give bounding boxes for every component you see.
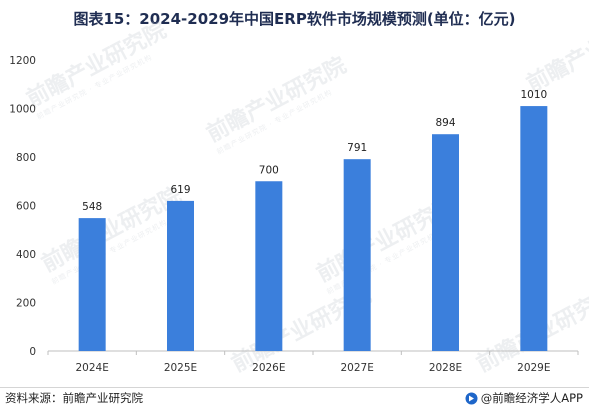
x-tick-label: 2027E: [340, 362, 373, 374]
x-tick-label: 2029E: [517, 362, 550, 374]
brand-text: @前瞻经济学人APP: [480, 391, 583, 405]
data-label: 1010: [520, 89, 547, 101]
x-tick-label: 2025E: [164, 362, 197, 374]
data-label: 619: [170, 184, 190, 196]
x-tick-label: 2024E: [75, 362, 108, 374]
data-label: 791: [347, 142, 367, 154]
y-tick-label: 400: [16, 249, 36, 261]
bar-chart: 0 200 400 600 800 1000 1200 548 2024E 619 2025E 700…: [9, 55, 579, 374]
y-tick-label: 1200: [9, 55, 36, 67]
brand-credit: @前瞻经济学人APP: [465, 390, 583, 406]
y-tick-label: 600: [16, 201, 36, 213]
x-tick-label: 2028E: [429, 362, 462, 374]
chart-title: 图表15：2024-2029年中国ERP软件市场规模预测(单位：亿元): [73, 10, 516, 28]
bar: [343, 159, 371, 351]
bar: [255, 181, 283, 351]
y-tick-label: 0: [29, 346, 36, 358]
source-note: 资料来源：前瞻产业研究院: [5, 391, 143, 405]
y-tick-label: 200: [16, 298, 36, 310]
bar: [167, 200, 194, 351]
data-label: 700: [259, 164, 279, 176]
bar: [78, 218, 106, 351]
data-label: 548: [82, 201, 102, 213]
y-tick-label: 800: [16, 152, 36, 164]
footer-divider: [0, 387, 589, 388]
data-label: 894: [435, 117, 455, 129]
x-tick-label: 2026E: [252, 362, 285, 374]
bar: [432, 134, 459, 351]
bar: [520, 106, 548, 351]
brand-logo-icon: [465, 392, 478, 404]
y-tick-label: 1000: [9, 104, 36, 116]
